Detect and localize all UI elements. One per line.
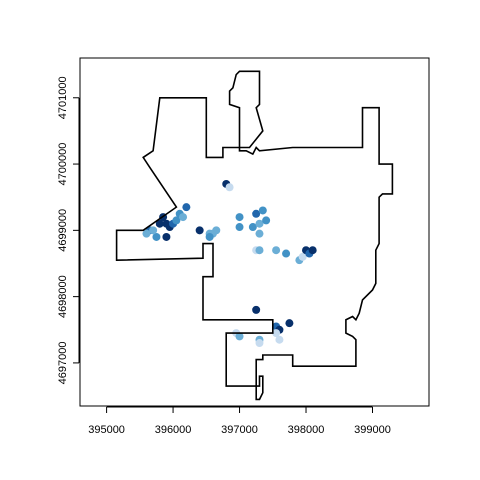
data-point xyxy=(142,229,151,238)
data-point xyxy=(272,329,281,338)
data-point xyxy=(195,226,204,235)
data-point xyxy=(248,223,257,232)
data-point xyxy=(152,232,161,241)
city-boundary-outline xyxy=(115,70,394,401)
data-point xyxy=(255,246,264,255)
y-tick-label: 4697000 xyxy=(57,342,69,385)
data-point xyxy=(298,252,307,261)
data-point xyxy=(255,229,264,238)
x-tick-label: 395000 xyxy=(88,424,125,436)
x-axis: 395000 396000 397000 398000 399000 xyxy=(88,406,391,436)
data-point xyxy=(258,206,267,215)
data-point xyxy=(282,249,291,258)
y-tick-label: 4700000 xyxy=(57,143,69,186)
plot-frame xyxy=(79,57,430,407)
data-point xyxy=(275,335,284,344)
x-tick-label: 399000 xyxy=(354,424,391,436)
data-point xyxy=(252,209,261,218)
data-point xyxy=(205,232,214,241)
data-point xyxy=(155,219,164,228)
y-tick-label: 4701000 xyxy=(57,76,69,119)
x-tick-label: 398000 xyxy=(288,424,325,436)
data-point xyxy=(212,226,221,235)
x-tick-label: 396000 xyxy=(155,424,192,436)
data-point xyxy=(235,213,244,222)
points-layer xyxy=(142,179,317,348)
data-point xyxy=(262,216,271,225)
data-point xyxy=(252,305,261,314)
data-point xyxy=(182,203,191,212)
data-point xyxy=(308,246,317,255)
data-point xyxy=(235,332,244,341)
y-axis: 4697000 4698000 4699000 4700000 4701000 xyxy=(57,76,80,385)
data-point xyxy=(235,223,244,232)
data-point xyxy=(149,226,158,235)
data-point xyxy=(172,216,181,225)
data-point xyxy=(272,246,281,255)
data-point xyxy=(255,339,264,348)
data-point xyxy=(255,219,264,228)
y-tick-label: 4699000 xyxy=(57,209,69,252)
data-point xyxy=(179,213,188,222)
x-tick-label: 397000 xyxy=(221,424,258,436)
y-tick-label: 4698000 xyxy=(57,275,69,318)
data-point xyxy=(285,319,294,328)
data-point xyxy=(162,232,171,241)
data-point xyxy=(225,183,234,192)
